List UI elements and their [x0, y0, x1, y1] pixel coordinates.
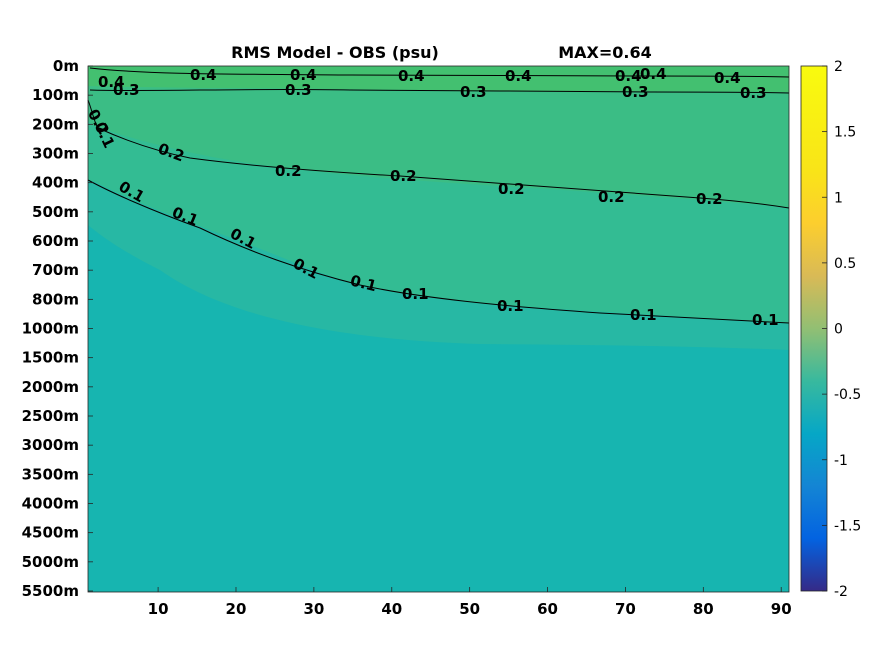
- contour-label: 0.2: [696, 190, 723, 208]
- contour-label: 0.1: [630, 306, 657, 324]
- contour-label: 0.4: [290, 66, 317, 84]
- colorbar-tick-label: -2: [834, 584, 848, 600]
- contour-label: 0.1: [497, 297, 524, 315]
- contour-label: 0.4: [98, 73, 125, 91]
- colorbar-tick-label: -0.5: [834, 387, 861, 403]
- contour-label: 0.2: [498, 180, 525, 198]
- colorbar-tick-label: 1.5: [834, 125, 856, 141]
- colorbar: 2 1.5 1 0.5 0 -0.5 -1 -1.5 -2: [800, 59, 861, 600]
- y-tick-label: 1500m: [22, 349, 79, 367]
- contour-label: 0.3: [740, 84, 767, 102]
- contour-label: 0.3: [113, 81, 140, 99]
- x-tick-label: 80: [693, 600, 714, 618]
- y-tick-label: 4000m: [22, 495, 79, 513]
- contour-label: 0.4: [398, 67, 425, 85]
- y-tick-label: 4500m: [22, 524, 79, 542]
- y-tick-label: 0m: [53, 57, 79, 75]
- y-tick-label: 800m: [32, 290, 79, 308]
- contour-label: 0.2: [275, 162, 302, 180]
- contour-lines: [87, 67, 790, 324]
- x-tick-label: 10: [148, 600, 169, 618]
- contour-0.3: [89, 88, 790, 94]
- x-axis: 10 20 30 40 50 60 70 80 90: [148, 587, 792, 618]
- y-tick-label: 200m: [32, 115, 79, 133]
- contour-label: 0.1: [348, 271, 378, 295]
- colorbar-tick-label: 2: [834, 59, 843, 75]
- heatmap-field: [88, 66, 789, 592]
- contour-label: 0.1: [402, 285, 429, 303]
- y-tick-label: 2000m: [22, 378, 79, 396]
- contour-label: 0.2: [598, 188, 625, 206]
- y-tick-label: 1000m: [22, 320, 79, 338]
- colorbar-tick-label: -1: [834, 453, 848, 469]
- y-tick-label: 400m: [32, 174, 79, 192]
- x-tick-label: 70: [615, 600, 636, 618]
- colorbar-tick-label: 0: [834, 322, 843, 338]
- chart-title: RMS Model - OBS (psu): [231, 43, 439, 62]
- x-tick-label: 30: [303, 600, 324, 618]
- contour-label: 0.4: [505, 67, 532, 85]
- colorbar-tick-label: -1.5: [834, 518, 861, 534]
- x-tick-label: 20: [226, 600, 247, 618]
- region-0.4: [88, 66, 789, 92]
- x-tick-label: 90: [771, 600, 792, 618]
- contour-label: 0.3: [460, 83, 487, 101]
- x-tick-label: 40: [381, 600, 402, 618]
- y-tick-label: 2500m: [22, 407, 79, 425]
- contour-label: 0.3: [622, 83, 649, 101]
- region-0.3: [88, 66, 789, 207]
- y-tick-label: 3500m: [22, 465, 79, 483]
- chart-subtitle: MAX=0.64: [558, 43, 652, 62]
- contour-0.1: [87, 179, 790, 324]
- colorbar-tick-label: 1: [834, 190, 843, 206]
- y-tick-label: 500m: [32, 203, 79, 221]
- contour-label: 0.4: [640, 65, 667, 83]
- y-tick-label: 5500m: [22, 582, 79, 600]
- y-tick-label: 5000m: [22, 553, 79, 571]
- y-tick-label: 100m: [32, 86, 79, 104]
- y-tick-label: 600m: [32, 232, 79, 250]
- y-axis: 0m 100m 200m 300m 400m 500m 600m 700m 800m 1000m 1…: [22, 57, 93, 600]
- contour-label: 0.4: [615, 67, 642, 85]
- plot-area-frame: [87, 65, 790, 593]
- contour-label: 0.2: [390, 167, 417, 185]
- contour-0.2: [87, 99, 790, 209]
- contour-0.4: [89, 67, 790, 78]
- contour-label: 0.4: [714, 69, 741, 87]
- contour-label: 0.3: [285, 81, 312, 99]
- contour-label: 0.1: [752, 311, 779, 329]
- x-tick-label: 50: [459, 600, 480, 618]
- colorbar-tick-label: 0.5: [834, 256, 856, 272]
- contour-label: 0.4: [190, 66, 217, 84]
- x-tick-label: 60: [537, 600, 558, 618]
- y-tick-label: 300m: [32, 145, 79, 163]
- y-tick-label: 3000m: [22, 436, 79, 454]
- y-tick-label: 700m: [32, 261, 79, 279]
